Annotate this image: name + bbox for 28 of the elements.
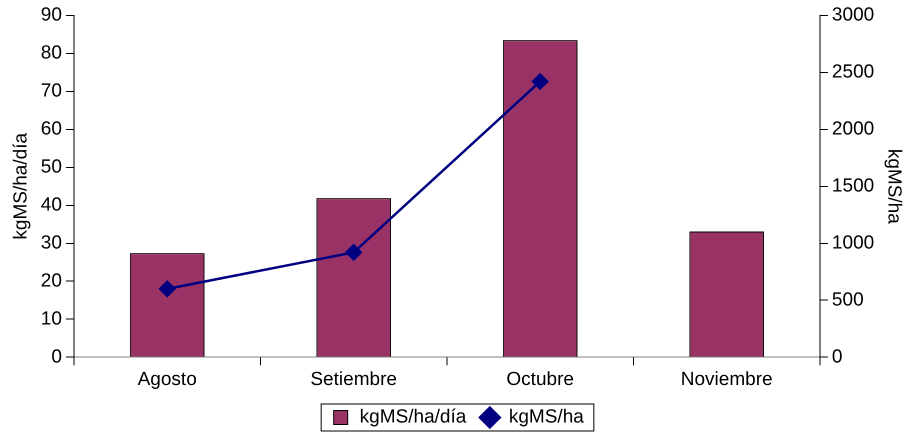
y-axis-title: kgMS/ha/día [10, 132, 32, 240]
x-tick-label: Agosto [138, 368, 197, 390]
y2-tick-label: 2500 [832, 62, 874, 83]
y2-axis-title: kgMS/ha [883, 148, 904, 224]
y-tick-label: 50 [40, 156, 62, 178]
point [158, 280, 176, 298]
x-tick-label: Octubre [506, 368, 574, 390]
y2-tick-label: 0 [832, 346, 843, 368]
y2-tick-label: 3000 [832, 4, 874, 26]
x-tick-label: Noviembre [680, 368, 773, 390]
y2-tick-label: 1000 [832, 232, 874, 254]
y-tick-label: 60 [40, 118, 62, 140]
y2-tick-label: 2000 [832, 118, 874, 140]
y-tick-label: 40 [40, 194, 62, 216]
y2-tick-label: 500 [832, 289, 864, 310]
point [532, 73, 548, 90]
y-tick-label: 0 [51, 346, 62, 368]
y-tick-label: 80 [40, 42, 62, 64]
y-tick-label: 20 [40, 270, 62, 292]
y2-tick-label: 1500 [832, 176, 874, 197]
y-tick-label: 70 [40, 80, 62, 102]
y-tick-label: 10 [40, 308, 62, 330]
legend-label: kgMS/ha [508, 406, 584, 428]
y-tick-label: 30 [40, 232, 62, 254]
legend-label: kgMS/ha/día [360, 406, 467, 428]
point [345, 244, 362, 261]
x-tick-label: Setiembre [310, 368, 397, 390]
y-tick-label: 90 [40, 4, 62, 26]
